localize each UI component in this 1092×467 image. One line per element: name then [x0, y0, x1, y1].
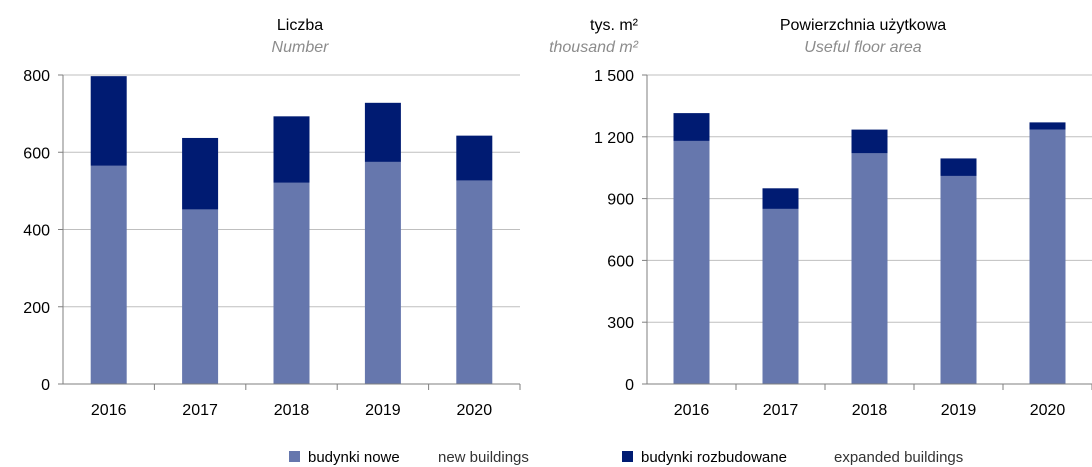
y-tick-label: 400: [23, 223, 50, 240]
bar-new-buildings-2019: [940, 175, 977, 384]
legend-label-en-new-buildings: new buildings: [438, 449, 529, 466]
y-tick-label: 0: [625, 377, 634, 394]
legend-swatch-new-buildings: [289, 451, 300, 462]
y-tick-label: 200: [23, 300, 50, 317]
bar-expanded-buildings-2020: [1029, 122, 1066, 130]
bar-expanded-buildings-2018: [273, 116, 310, 183]
chart-2-subtitle: Useful floor area: [804, 39, 921, 56]
bar-expanded-buildings-2019: [940, 158, 977, 176]
legend-label-new-buildings: budynki nowe: [308, 449, 400, 466]
bar-expanded-buildings-2018: [851, 129, 888, 154]
bar-new-buildings-2016: [673, 140, 710, 384]
y-tick-label: 600: [607, 253, 634, 270]
chart-2-title: Powierzchnia użytkowa: [780, 17, 946, 34]
bar-expanded-buildings-2017: [762, 188, 799, 209]
y-tick-label: 0: [41, 377, 50, 394]
y-tick-label: 1 500: [594, 68, 634, 85]
x-tick-label: 2018: [274, 402, 310, 419]
x-tick-label: 2016: [674, 402, 710, 419]
x-tick-label: 2017: [182, 402, 218, 419]
x-tick-label: 2019: [941, 402, 977, 419]
legend-label-expanded-buildings: budynki rozbudowane: [641, 449, 787, 466]
chart-1-subtitle: Number: [272, 39, 330, 56]
x-tick-label: 2016: [91, 402, 127, 419]
y-tick-label: 800: [23, 68, 50, 85]
chart-2-unit: tys. m²: [590, 17, 639, 34]
x-tick-label: 2020: [1030, 402, 1066, 419]
x-tick-label: 2019: [365, 402, 401, 419]
bar-new-buildings-2017: [182, 209, 219, 384]
bar-new-buildings-2020: [456, 180, 493, 384]
y-tick-label: 600: [23, 145, 50, 162]
axes: 0 200 400 600 800 2016 2017 2018 2019 2020 0 300 600…: [23, 68, 1092, 419]
legend: budynki nowe new buildings budynki rozbu…: [289, 449, 963, 466]
bar-new-buildings-2017: [762, 208, 799, 384]
bars: [90, 76, 1066, 384]
legend-swatch-expanded-buildings: [622, 451, 633, 462]
bar-expanded-buildings-2020: [456, 135, 493, 181]
bar-new-buildings-2018: [851, 153, 888, 384]
bar-new-buildings-2018: [273, 182, 310, 384]
bar-expanded-buildings-2016: [90, 76, 127, 166]
bar-new-buildings-2019: [364, 161, 401, 384]
bar-new-buildings-2020: [1029, 129, 1066, 384]
x-tick-label: 2020: [457, 402, 493, 419]
bar-expanded-buildings-2016: [673, 113, 710, 141]
bar-expanded-buildings-2017: [182, 137, 219, 210]
x-tick-label: 2017: [763, 402, 799, 419]
y-tick-label: 1 200: [594, 130, 634, 147]
chart-2-unit-en: thousand m²: [549, 39, 639, 56]
y-tick-label: 300: [607, 315, 634, 332]
bar-expanded-buildings-2019: [364, 102, 401, 162]
legend-label-en-expanded-buildings: expanded buildings: [834, 449, 963, 466]
chart-1-title: Liczba: [277, 17, 323, 34]
x-tick-label: 2018: [852, 402, 888, 419]
y-tick-label: 900: [607, 192, 634, 209]
bar-new-buildings-2016: [90, 165, 127, 384]
